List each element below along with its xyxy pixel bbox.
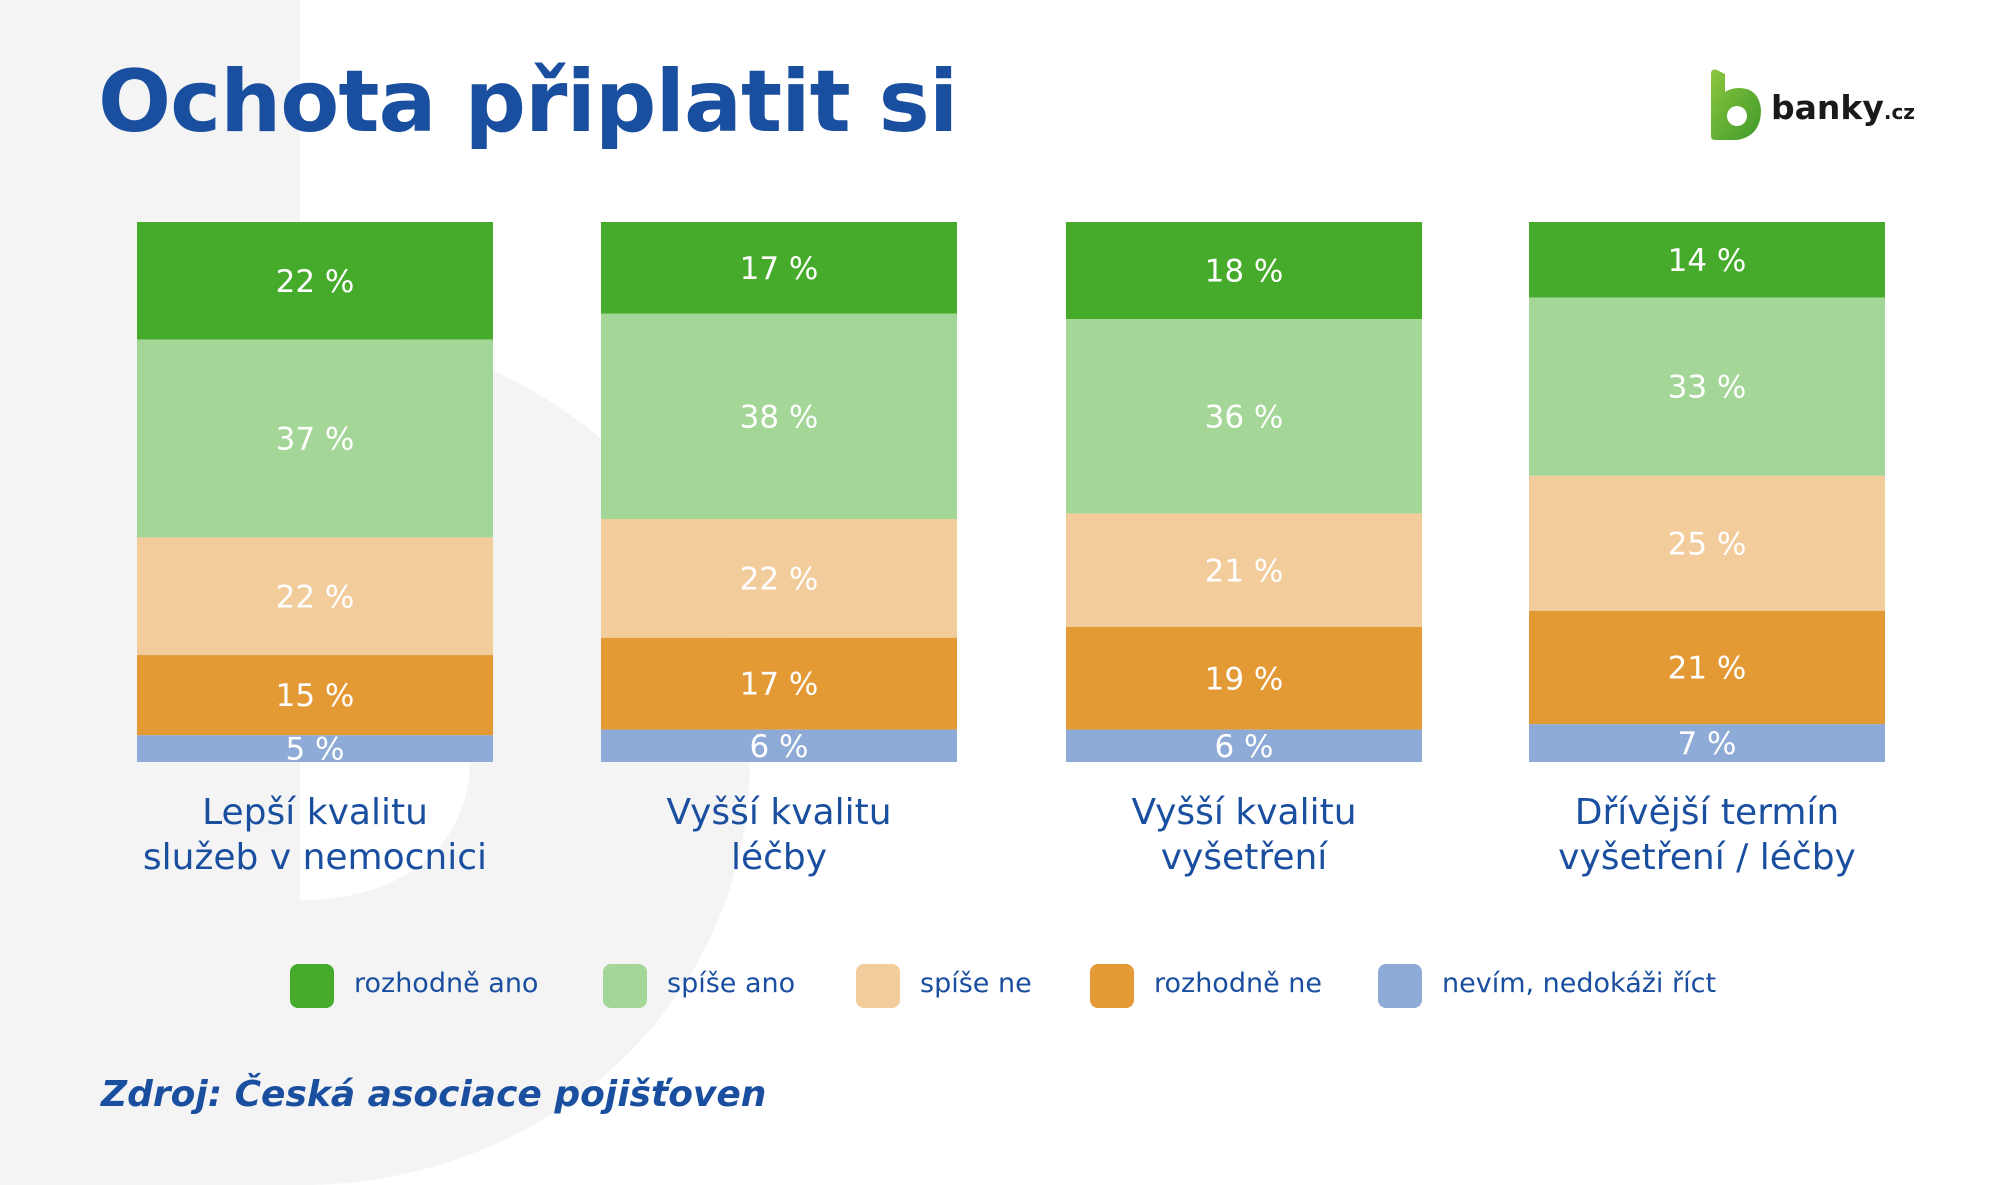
bar-value-label: 17 % [740, 667, 819, 703]
bar-segment [137, 735, 493, 762]
bar-value-label: 22 % [740, 561, 819, 597]
logo-suffix: .cz [1883, 100, 1915, 124]
bar-value-label: 25 % [1668, 526, 1747, 562]
bar-segment [1529, 297, 1885, 476]
legend-label: nevím, nedokáži říct [1442, 968, 1717, 999]
legend-swatch [856, 964, 900, 1008]
bar-segment [1066, 513, 1422, 627]
legend-swatch [1378, 964, 1422, 1008]
legend-swatch [1090, 964, 1134, 1008]
bar-value-label: 22 % [276, 264, 355, 300]
brand-logo: banky.cz [1707, 68, 1927, 148]
bar-segment [1066, 319, 1422, 514]
category-label-line: Lepší kvalitu [202, 792, 428, 833]
bar-value-label: 14 % [1668, 243, 1747, 279]
category-label-line: léčby [730, 837, 828, 878]
bar-segment [137, 222, 493, 340]
bar-value-label: 38 % [740, 399, 819, 435]
bar-segment [1066, 627, 1422, 730]
bar-value-label: 22 % [276, 579, 355, 615]
category-label-line: Vyšší kvalitu [666, 792, 892, 833]
bar-value-label: 19 % [1205, 661, 1284, 697]
category-label-line: služeb v nemocnici [142, 837, 488, 878]
bar-value-label: 5 % [285, 732, 344, 768]
bar-value-label: 37 % [276, 422, 355, 458]
bar-segment [601, 637, 957, 730]
bar-segment [1529, 222, 1885, 298]
bar-value-label: 17 % [740, 251, 819, 287]
bar-value-label: 15 % [276, 678, 355, 714]
bar-segment [1529, 724, 1885, 762]
category-label: Vyšší kvalitu léčby [559, 790, 999, 880]
page-title: Ochota připlatit si [98, 52, 958, 152]
category-label: Lepší kvalitu služeb v nemocnici [95, 790, 535, 880]
bar-segment [137, 339, 493, 538]
bar-value-label: 21 % [1205, 553, 1284, 589]
bar-value-label: 7 % [1677, 726, 1736, 762]
source-note: Zdroj: Česká asociace pojišťoven [101, 1074, 767, 1115]
bar-segment [1066, 222, 1422, 320]
bar-value-label: 18 % [1205, 254, 1284, 290]
category-label-line: vyšetření [1160, 837, 1328, 878]
category-label-line: Dřívější termín [1574, 792, 1840, 833]
chart-legend: rozhodně ano spíše ano spíše ne rozhodně ne… [0, 960, 2000, 1010]
bar-segment [601, 519, 957, 638]
bar-segment [601, 222, 957, 314]
bar-value-label: 21 % [1668, 651, 1747, 687]
bar-segment [601, 729, 957, 762]
bar-value-label: 36 % [1205, 399, 1284, 435]
bar-segment [137, 537, 493, 656]
category-label: Vyšší kvalitu vyšetření [1024, 790, 1464, 880]
legend-label: rozhodně ano [354, 968, 539, 999]
bar-value-label: 6 % [749, 729, 808, 765]
bar-segment [137, 655, 493, 736]
legend-swatch [290, 964, 334, 1008]
legend-label: spíše ne [920, 968, 1032, 999]
banky-logo-icon [1711, 69, 1761, 140]
bar-segment [1529, 610, 1885, 725]
logo-name: banky [1771, 88, 1884, 127]
bar-segment [601, 313, 957, 519]
category-label: Dřívější termín vyšetření / léčby [1487, 790, 1927, 880]
legend-swatch [603, 964, 647, 1008]
bar-segment [1529, 475, 1885, 611]
legend-label: rozhodně ne [1154, 968, 1322, 999]
category-label-line: vyšetření / léčby [1558, 837, 1856, 878]
bar-segment [1066, 729, 1422, 762]
bar-value-label: 33 % [1668, 370, 1747, 406]
category-label-line: Vyšší kvalitu [1131, 792, 1357, 833]
legend-label: spíše ano [667, 968, 796, 999]
bar-value-label: 6 % [1214, 729, 1273, 765]
